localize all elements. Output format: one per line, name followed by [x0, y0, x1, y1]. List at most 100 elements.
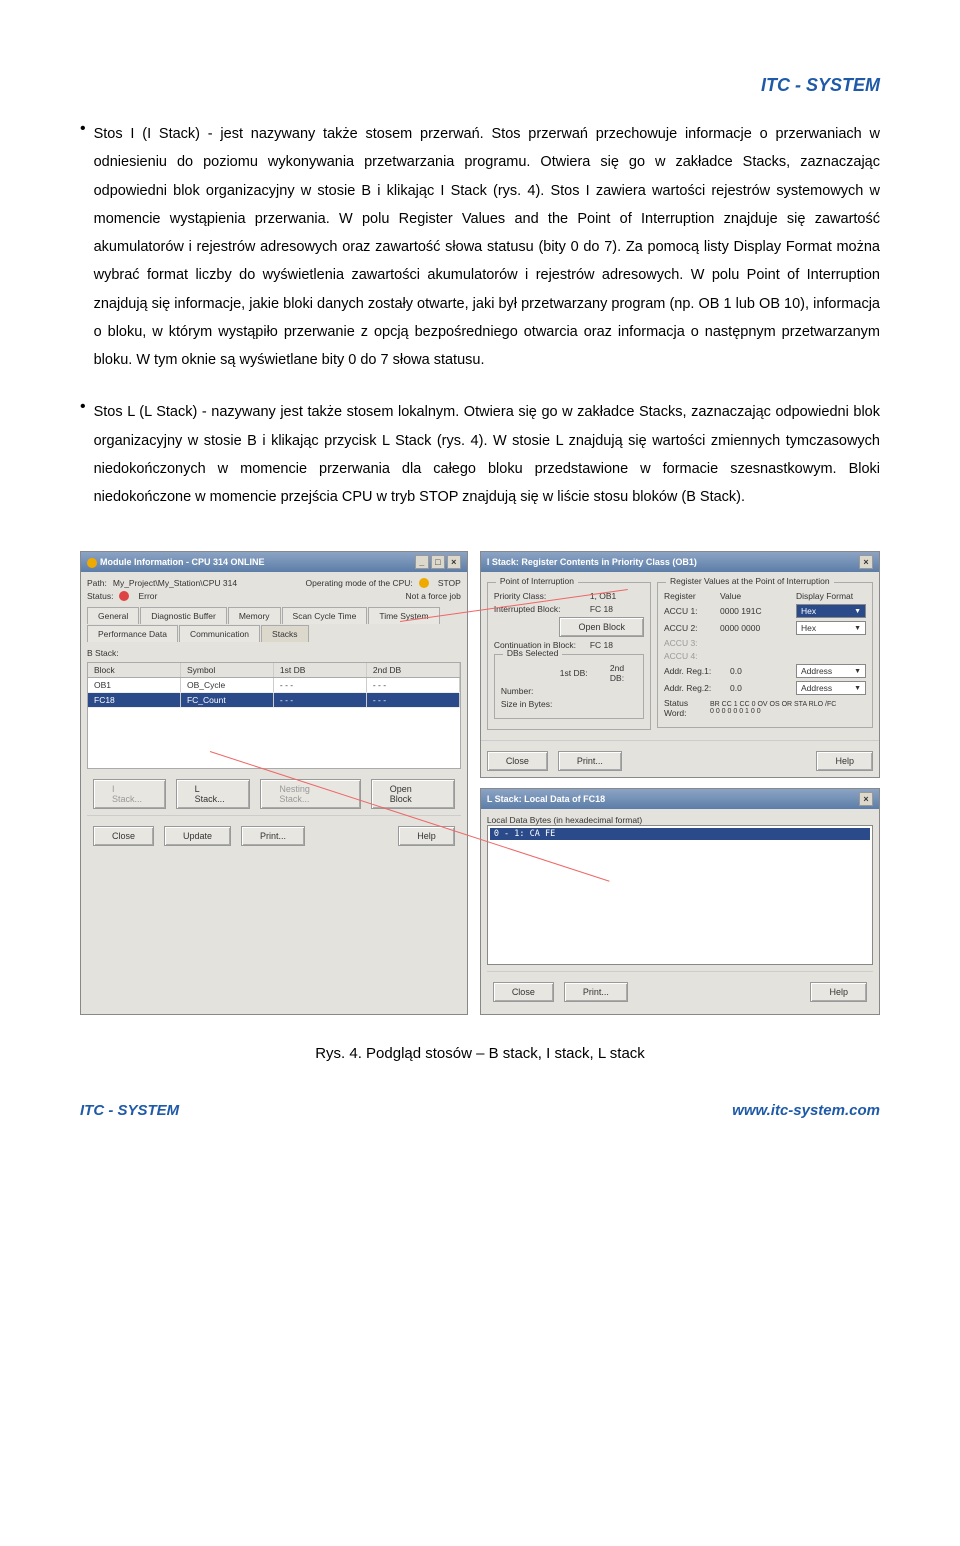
cont-value: FC 18	[590, 640, 613, 650]
minimize-icon[interactable]: _	[415, 555, 429, 569]
table-row-selected[interactable]: FC18FC_Count- - -- - -	[88, 693, 460, 708]
close-icon[interactable]: ×	[447, 555, 461, 569]
figure-caption: Rys. 4. Podgląd stosów – B stack, I stac…	[80, 1045, 880, 1062]
col-symbol: Symbol	[181, 663, 274, 677]
stop-icon	[419, 578, 429, 588]
page-header: ITC - SYSTEM	[80, 75, 880, 96]
sw-values: 0 0 0 0 0 0 1 0 0	[710, 708, 836, 715]
accu4-label: ACCU 4:	[664, 651, 714, 661]
close-icon[interactable]: ×	[859, 555, 873, 569]
opmode-value: STOP	[438, 578, 461, 588]
db2-label: 2nd DB:	[610, 663, 637, 683]
number-label: Number:	[501, 686, 561, 696]
update-button[interactable]: Update	[164, 826, 231, 846]
tab-perf[interactable]: Performance Data	[87, 625, 178, 642]
status-label: Status:	[87, 591, 113, 601]
accu1-value: 0000 191C	[720, 606, 790, 616]
chevron-down-icon: ▼	[854, 608, 861, 615]
cell: - - -	[367, 678, 460, 692]
openblock-button[interactable]: Open Block	[371, 779, 455, 809]
reg-label: Register	[664, 591, 714, 601]
path-label: Path:	[87, 578, 107, 588]
help-button[interactable]: Help	[816, 751, 873, 771]
cell: FC18	[88, 693, 181, 707]
cell: OB1	[88, 678, 181, 692]
accu2-value: 0000 0000	[720, 623, 790, 633]
footer-right: www.itc-system.com	[732, 1102, 880, 1119]
bullet-dot: •	[80, 120, 86, 390]
ar1-label: Addr. Reg.1:	[664, 666, 724, 676]
close-icon[interactable]: ×	[859, 792, 873, 806]
cell: - - -	[274, 693, 367, 707]
format-select[interactable]: Address▼	[796, 664, 866, 678]
localdata-list[interactable]: 0 - 1: CA FE	[487, 825, 873, 965]
bullet-dot: •	[80, 398, 86, 527]
help-button[interactable]: Help	[398, 826, 455, 846]
group-poi: Point of Interruption	[496, 576, 578, 586]
sw-label: Status Word:	[664, 698, 704, 718]
format-select[interactable]: Address▼	[796, 681, 866, 695]
maximize-icon[interactable]: □	[431, 555, 445, 569]
paragraph-lstack: Stos L (L Stack) - nazywany jest także s…	[94, 398, 880, 511]
format-select[interactable]: Hex▼	[796, 621, 866, 635]
error-icon	[119, 591, 129, 601]
tab-comm[interactable]: Communication	[179, 625, 260, 642]
print-button[interactable]: Print...	[558, 751, 622, 771]
group-regvals: Register Values at the Point of Interrup…	[666, 576, 834, 586]
path-value: My_Project\My_Station\CPU 314	[113, 578, 237, 588]
tab-stacks[interactable]: Stacks	[261, 625, 309, 642]
openblock-button[interactable]: Open Block	[559, 617, 644, 637]
intblock-value: FC 18	[590, 604, 613, 614]
format-select[interactable]: Hex▼	[796, 604, 866, 618]
cell: - - -	[367, 693, 460, 707]
localdata-label: Local Data Bytes (in hexadecimal format)	[487, 815, 873, 825]
bstack-label: B Stack:	[87, 648, 461, 658]
chevron-down-icon: ▼	[854, 625, 861, 632]
window-istack: I Stack: Register Contents in Priority C…	[480, 551, 880, 778]
ar2-label: Addr. Reg.2:	[664, 683, 724, 693]
window-title: L Stack: Local Data of FC18	[487, 794, 605, 804]
table-row[interactable]: OB1OB_Cycle- - -- - -	[88, 678, 460, 693]
cell: - - -	[274, 678, 367, 692]
force-label: Not a force job	[406, 591, 461, 601]
ar1-value: 0.0	[730, 666, 790, 676]
tab-diag[interactable]: Diagnostic Buffer	[140, 607, 227, 624]
accu2-label: ACCU 2:	[664, 623, 714, 633]
close-button[interactable]: Close	[487, 751, 548, 771]
tab-scan[interactable]: Scan Cycle Time	[282, 607, 368, 624]
group-dbs: DBs Selected	[503, 648, 563, 658]
window-title: I Stack: Register Contents in Priority C…	[487, 557, 697, 567]
lstack-button[interactable]: L Stack...	[176, 779, 251, 809]
chevron-down-icon: ▼	[854, 668, 861, 675]
col-block: Block	[88, 663, 181, 677]
print-button[interactable]: Print...	[241, 826, 305, 846]
val-label: Value	[720, 591, 790, 601]
ar2-value: 0.0	[730, 683, 790, 693]
window-module-info: Module Information - CPU 314 ONLINE _□× P…	[80, 551, 468, 1015]
app-icon	[87, 558, 97, 568]
paragraph-istack: Stos I (I Stack) - jest nazywany także s…	[94, 120, 880, 374]
tab-memory[interactable]: Memory	[228, 607, 281, 624]
close-button[interactable]: Close	[93, 826, 154, 846]
fmt-label: Display Format	[796, 591, 853, 601]
accu1-label: ACCU 1:	[664, 606, 714, 616]
istack-button[interactable]: I Stack...	[93, 779, 166, 809]
window-lstack: L Stack: Local Data of FC18 × Local Data …	[480, 788, 880, 1015]
opmode-label: Operating mode of the CPU:	[306, 578, 413, 588]
status-value: Error	[138, 591, 157, 601]
tab-general[interactable]: General	[87, 607, 139, 624]
accu3-label: ACCU 3:	[664, 638, 714, 648]
col-2nddb: 2nd DB	[367, 663, 460, 677]
cell: OB_Cycle	[181, 678, 274, 692]
cell: FC_Count	[181, 693, 274, 707]
db1-label: 1st DB:	[560, 668, 604, 678]
footer-left: ITC - SYSTEM	[80, 1102, 179, 1119]
list-item: 0 - 1: CA FE	[490, 828, 870, 840]
window-title: Module Information - CPU 314 ONLINE	[87, 557, 265, 568]
close-button[interactable]: Close	[493, 982, 554, 1002]
sw-header: BR CC 1 CC 0 OV OS OR STA RLO /FC	[710, 701, 836, 708]
col-1stdb: 1st DB	[274, 663, 367, 677]
print-button[interactable]: Print...	[564, 982, 628, 1002]
help-button[interactable]: Help	[810, 982, 867, 1002]
size-label: Size in Bytes:	[501, 699, 561, 709]
